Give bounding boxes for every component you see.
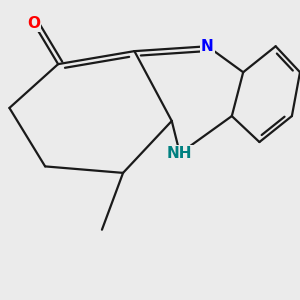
Text: N: N [201, 39, 214, 54]
Text: NH: NH [167, 146, 193, 161]
Text: O: O [27, 16, 40, 31]
